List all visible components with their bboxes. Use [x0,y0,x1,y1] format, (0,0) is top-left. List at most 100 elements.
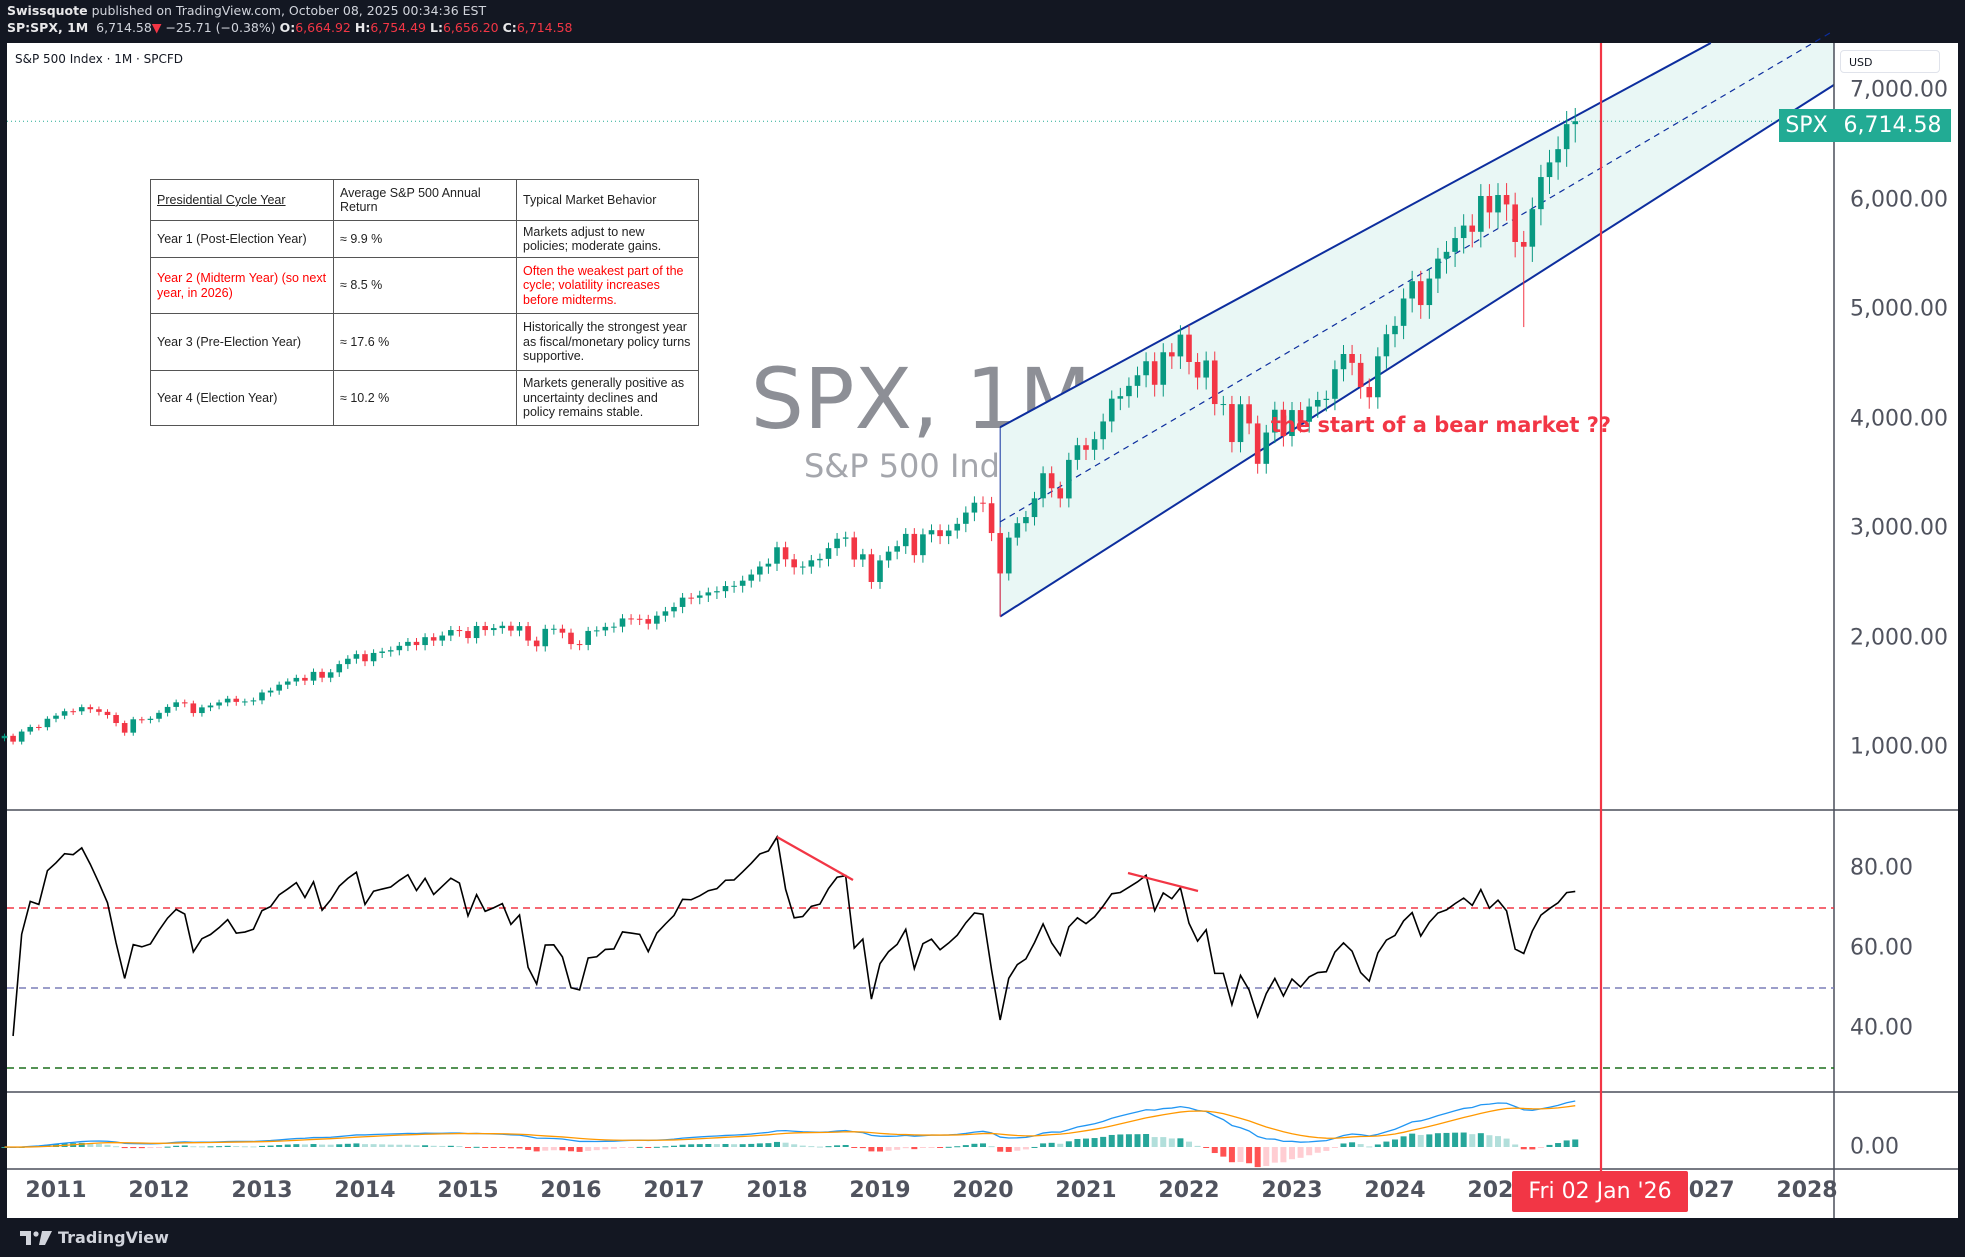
candle-up [1263,432,1270,464]
candle-up [345,658,351,665]
avg-return: ≈ 10.2 % [333,370,517,426]
time-tick: 2022 [1158,1178,1220,1203]
candle-up [611,626,617,628]
candle-up [963,512,969,524]
candle-up [242,701,248,703]
cycle-year: Year 3 (Pre-Election Year) [150,313,334,371]
cycle-year: Year 2 (Midterm Year) (so next year, in … [150,257,334,314]
candle-up [1375,356,1381,398]
candle-up [1289,410,1295,437]
candle-up [499,625,506,629]
macd-histogram-bar [1151,1137,1158,1147]
candle-down [1280,409,1287,437]
candle-up [696,595,703,598]
table-row: Year 3 (Pre-Election Year) ≈ 17.6 % Hist… [150,313,699,371]
macd-histogram-bar [1546,1144,1553,1147]
candle-up [722,586,729,592]
macd-histogram-bar [774,1141,780,1147]
price-tick: 1,000.00 [1850,734,1948,760]
macd-histogram-bar [1409,1133,1416,1147]
candle-down [1512,204,1518,242]
candle-up [731,585,737,587]
candle-up [448,630,454,636]
last-price-tag: SPX 6,714.58 [1779,109,1951,142]
time-tick: 2019 [849,1178,911,1203]
candle-up [1,735,8,739]
series-legend[interactable]: S&P 500 Index · 1M · SPCFD [15,52,184,66]
macd-histogram-bar [816,1146,823,1148]
time-tick: 2014 [334,1178,396,1203]
macd-histogram-bar [928,1147,935,1148]
candle-up [370,652,377,662]
bear-market-annotation[interactable]: the start of a bear market ?? [1270,413,1612,437]
macd-histogram-bar [954,1146,961,1148]
macd-histogram-bar [104,1144,111,1147]
macd-histogram-bar [190,1146,197,1148]
candle-up [1555,149,1561,163]
macd-histogram-bar [1254,1147,1261,1168]
macd-histogram-bar [250,1146,257,1148]
publisher-name[interactable]: Swissquote [7,3,88,18]
candle-down [1520,241,1527,247]
candle-up [53,715,59,719]
candle-up [1323,398,1330,400]
currency-button[interactable]: USD [1840,50,1940,73]
macd-histogram-bar [1477,1133,1484,1147]
candle-down [1246,404,1252,424]
macd-histogram-bar [679,1144,686,1147]
candle-up [757,566,763,575]
candle-up [1143,361,1149,376]
candle-up [1203,360,1209,378]
candle-down [1469,225,1476,232]
candle-up [1005,537,1012,574]
candle-up [1306,406,1312,422]
macd-histogram-bar [619,1147,626,1148]
candle-down [851,537,858,560]
candle-up [473,626,480,639]
header-cell: Presidential Cycle Year [150,179,334,221]
macd-histogram-bar [550,1147,557,1151]
macd-histogram-bar [799,1145,806,1147]
candle-down [1211,360,1218,405]
candle-up [679,597,686,607]
time-tick: 2023 [1261,1178,1323,1203]
high-label: H: [354,20,371,35]
macd-histogram-bar [1108,1134,1115,1147]
candle-up [1066,459,1072,499]
candle-down [121,723,128,733]
macd-histogram-bar [568,1147,574,1152]
tradingview-logo[interactable]: TradingView [20,1228,169,1247]
macd-histogram-bar [507,1147,514,1149]
macd-histogram-bar [1168,1138,1175,1147]
signal-line [4,1105,1576,1148]
candle-up [216,702,222,706]
candle-down [1349,354,1355,363]
macd-histogram-bar [370,1144,377,1147]
candle-up [1426,278,1433,306]
macd-histogram-bar [1460,1132,1467,1147]
candle-up [1452,238,1458,252]
macd-histogram-bar [825,1146,832,1148]
candle-up [18,731,25,742]
candle-up [834,538,840,549]
last-price: 6,714.58 [96,20,152,35]
candle-down [87,707,94,710]
macd-histogram-bar [1203,1147,1210,1148]
candle-down [104,711,111,716]
macd-histogram-bar [327,1144,334,1147]
time-tick: 2016 [540,1178,602,1203]
candle-up [250,700,257,702]
macd-histogram-bar [1529,1147,1536,1150]
macd-histogram-bar [1220,1147,1227,1157]
price-tick: 4,000.00 [1850,406,1948,431]
macd-histogram-bar [1057,1143,1064,1147]
candle-up [799,566,806,568]
candle-down [937,530,943,537]
macd-histogram-bar [533,1147,540,1152]
macd-histogram-bar [945,1146,952,1148]
candle-up [619,618,626,627]
macd-histogram-bar [919,1147,926,1148]
macd-histogram-bar [1271,1147,1278,1163]
candle-up [396,645,403,651]
